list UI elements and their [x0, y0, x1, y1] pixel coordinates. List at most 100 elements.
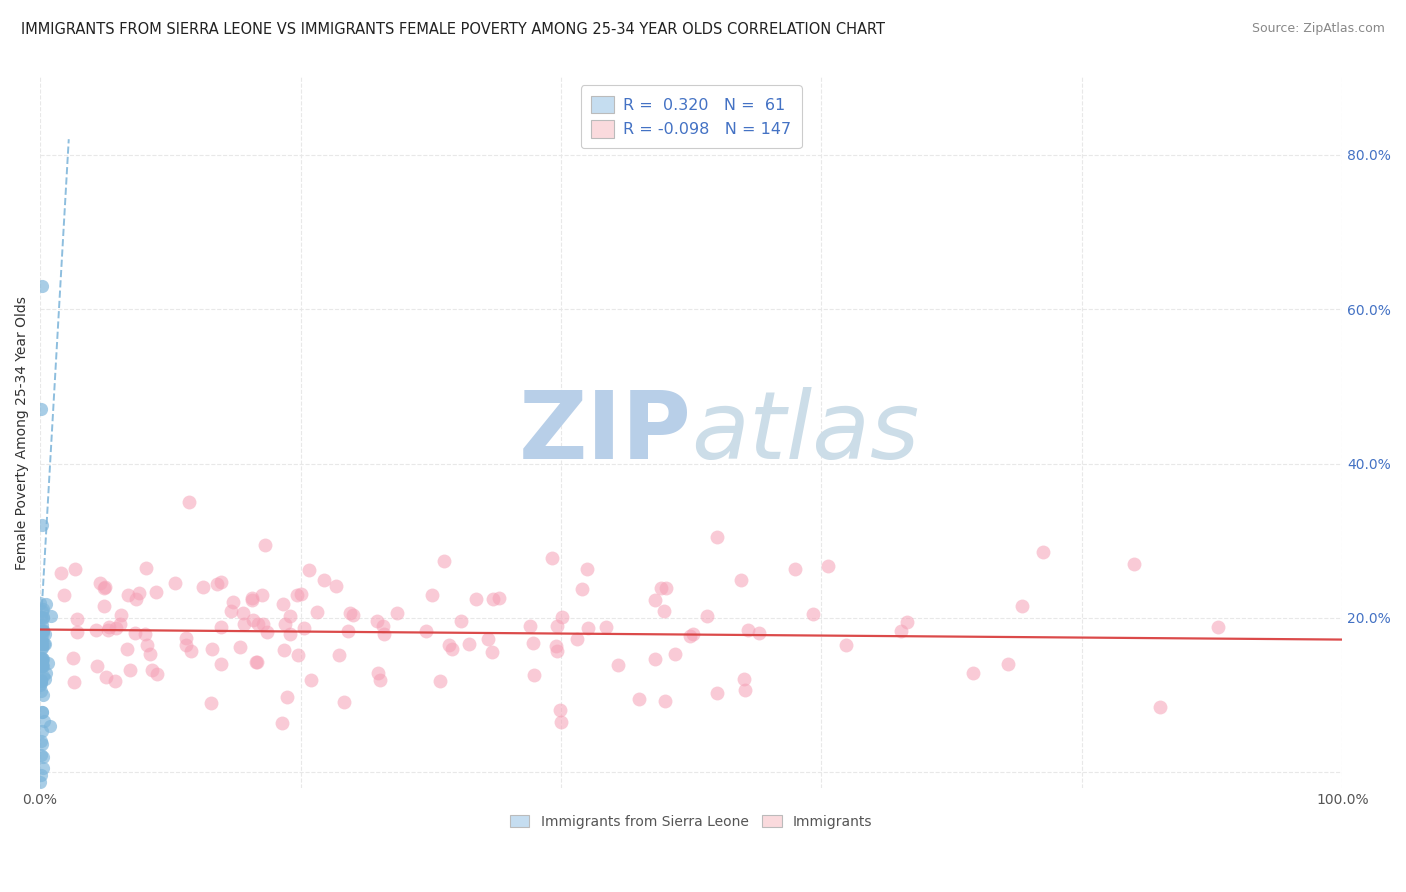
Point	[488, 591, 510, 606]
Point	[49, 566, 72, 580]
Point	[207, 577, 229, 591]
Point	[1011, 599, 1033, 614]
Point	[98, 620, 121, 634]
Point	[290, 587, 312, 601]
Point	[115, 641, 138, 656]
Point	[135, 561, 157, 575]
Point	[240, 592, 263, 607]
Point	[31, 705, 53, 719]
Point	[146, 667, 169, 681]
Point	[890, 624, 912, 639]
Point	[546, 644, 568, 658]
Point	[174, 631, 197, 645]
Point	[31, 617, 53, 632]
Point	[32, 761, 55, 775]
Legend: Immigrants from Sierra Leone, Immigrants: Immigrants from Sierra Leone, Immigrants	[505, 809, 877, 834]
Point	[373, 627, 395, 641]
Point	[835, 638, 858, 652]
Point	[477, 632, 499, 646]
Point	[682, 626, 704, 640]
Point	[31, 657, 53, 671]
Point	[252, 617, 274, 632]
Point	[65, 562, 87, 576]
Point	[328, 648, 350, 662]
Point	[373, 618, 395, 632]
Point	[245, 655, 267, 669]
Point	[546, 619, 568, 633]
Point	[117, 588, 139, 602]
Point	[278, 627, 301, 641]
Text: ZIP: ZIP	[519, 386, 692, 479]
Point	[801, 607, 824, 621]
Point	[94, 581, 117, 595]
Point	[30, 734, 52, 748]
Point	[576, 621, 599, 635]
Point	[31, 624, 53, 638]
Point	[52, 588, 75, 602]
Point	[34, 673, 56, 687]
Point	[32, 714, 55, 728]
Point	[1206, 620, 1229, 634]
Point	[62, 651, 84, 665]
Point	[429, 674, 451, 689]
Point	[30, 596, 52, 610]
Point	[209, 620, 232, 634]
Point	[32, 688, 55, 702]
Point	[415, 624, 437, 639]
Point	[209, 574, 232, 589]
Text: Source: ZipAtlas.com: Source: ZipAtlas.com	[1251, 22, 1385, 36]
Point	[201, 642, 224, 657]
Point	[39, 609, 62, 624]
Point	[785, 562, 807, 576]
Point	[551, 610, 574, 624]
Point	[31, 602, 53, 616]
Point	[37, 657, 59, 671]
Point	[522, 636, 544, 650]
Point	[706, 530, 728, 544]
Point	[30, 634, 52, 648]
Point	[97, 623, 120, 637]
Point	[180, 644, 202, 658]
Point	[481, 591, 503, 606]
Point	[644, 592, 666, 607]
Point	[655, 581, 678, 595]
Point	[145, 584, 167, 599]
Point	[31, 658, 53, 673]
Point	[30, 402, 52, 417]
Point	[31, 637, 53, 651]
Point	[571, 582, 593, 596]
Point	[305, 605, 328, 619]
Point	[124, 625, 146, 640]
Point	[108, 617, 131, 632]
Y-axis label: Female Poverty Among 25-34 Year Olds: Female Poverty Among 25-34 Year Olds	[15, 296, 30, 570]
Point	[253, 538, 276, 552]
Point	[34, 637, 56, 651]
Point	[30, 656, 52, 670]
Point	[339, 606, 361, 620]
Point	[31, 626, 53, 640]
Point	[30, 676, 52, 690]
Point	[31, 624, 53, 638]
Point	[730, 573, 752, 587]
Point	[628, 692, 651, 706]
Point	[337, 624, 360, 638]
Point	[93, 599, 115, 613]
Point	[86, 623, 108, 637]
Point	[135, 638, 157, 652]
Point	[544, 640, 567, 654]
Point	[256, 624, 278, 639]
Point	[110, 608, 132, 623]
Point	[62, 675, 84, 690]
Point	[664, 648, 686, 662]
Point	[734, 682, 756, 697]
Point	[240, 591, 263, 605]
Point	[219, 604, 242, 618]
Point	[30, 609, 52, 624]
Point	[696, 609, 718, 624]
Point	[34, 627, 56, 641]
Point	[276, 690, 298, 704]
Point	[31, 279, 53, 293]
Point	[654, 694, 676, 708]
Point	[706, 685, 728, 699]
Point	[285, 588, 308, 602]
